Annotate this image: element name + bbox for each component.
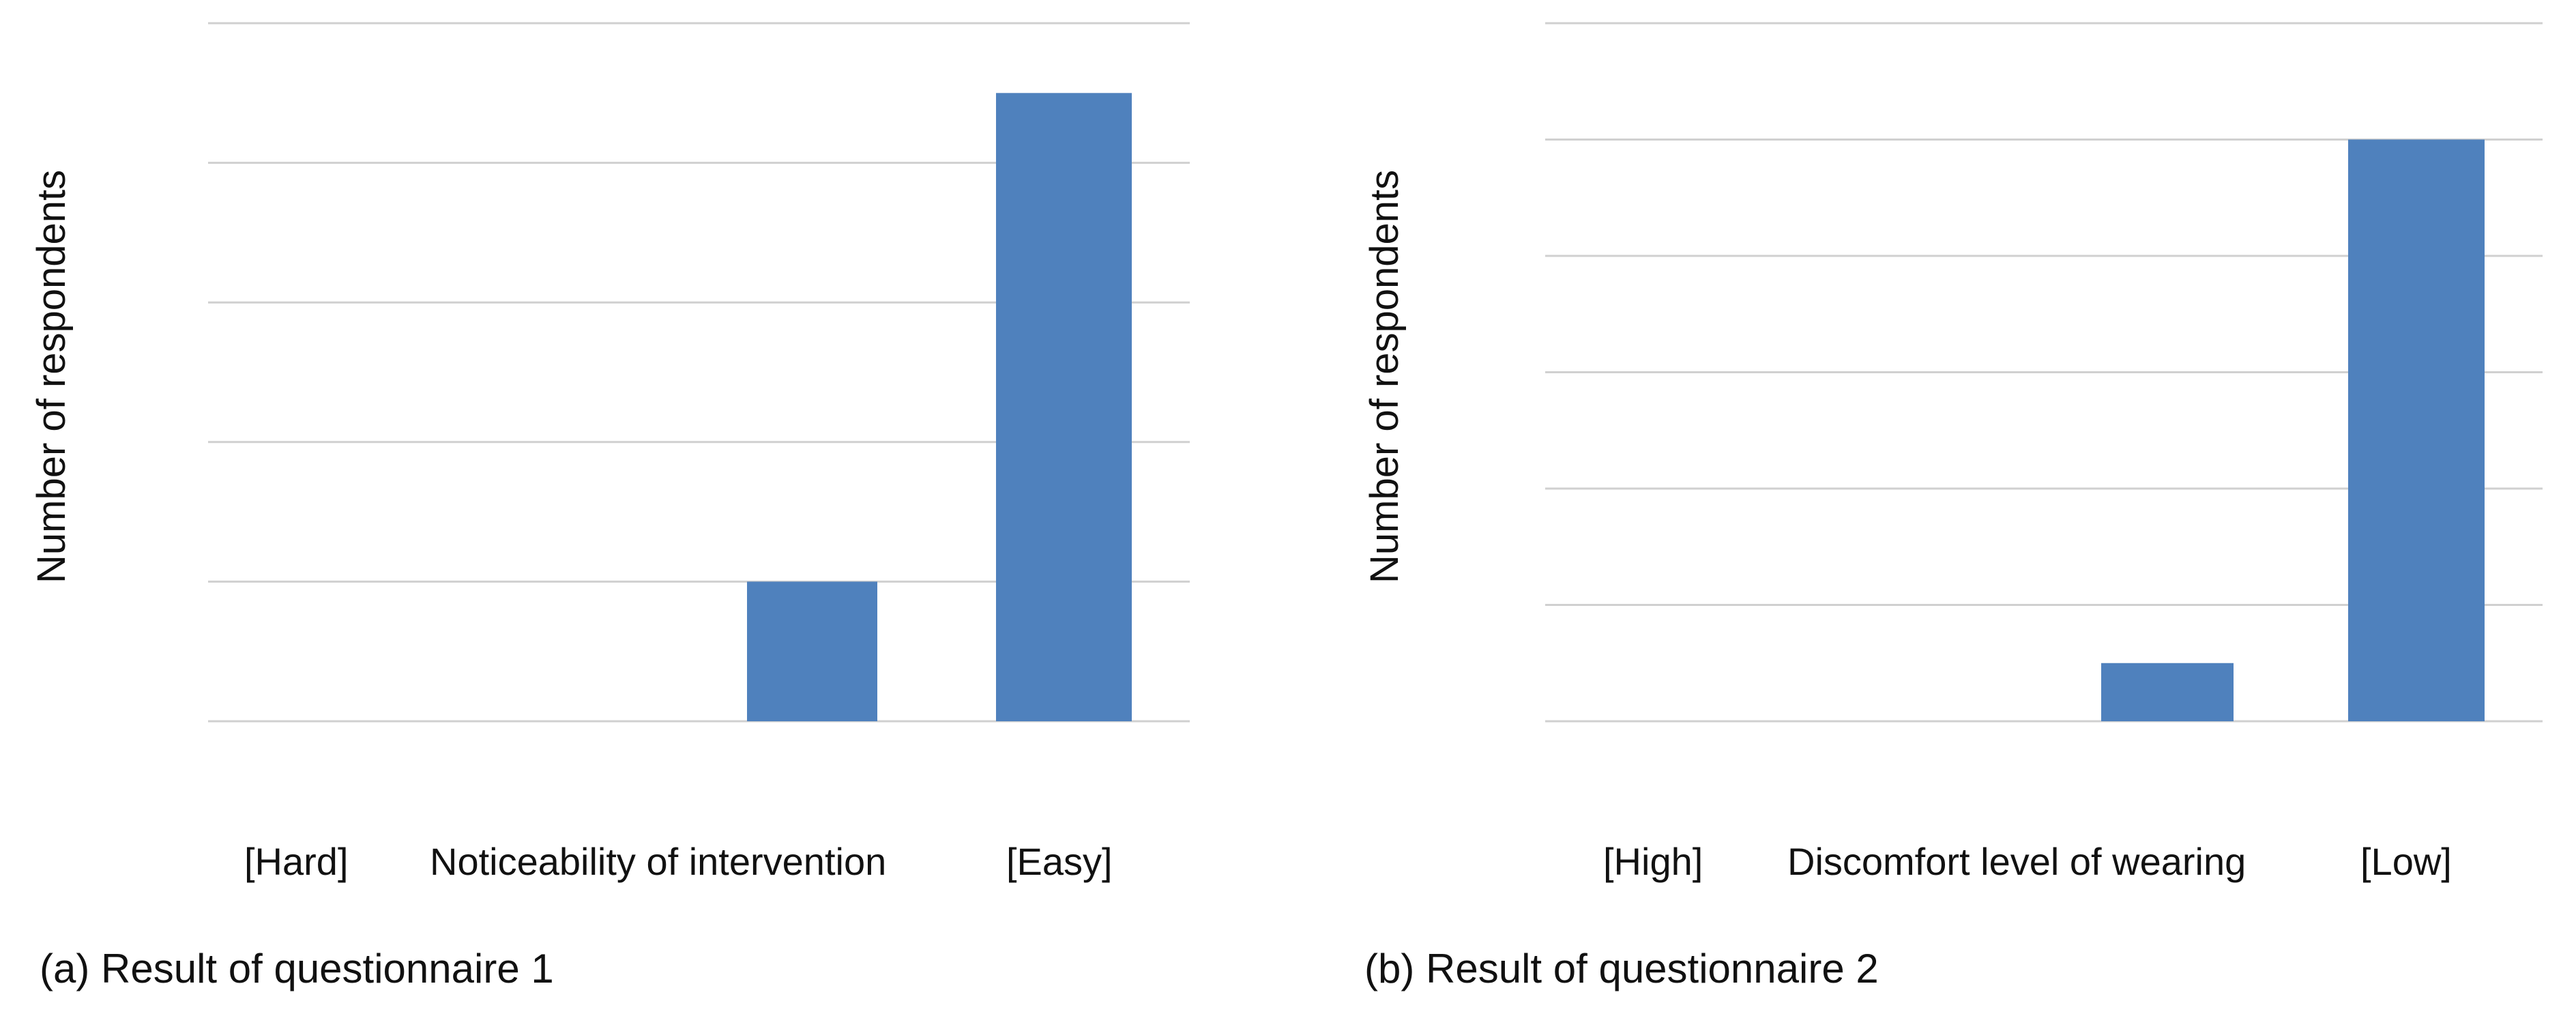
y-axis-label: Number of respondents [29, 169, 74, 583]
x-axis-right-label: [Easy] [1006, 840, 1113, 883]
bar-3 [747, 581, 877, 721]
chart-panel-questionnaire-2: Number of respondents [High] Discomfort … [1288, 0, 2576, 1029]
x-axis-left-label: [High] [1603, 840, 1703, 883]
chart-caption: (a) Result of questionnaire 1 [40, 946, 554, 991]
bar-4 [996, 93, 1132, 722]
x-axis-left-label: [Hard] [244, 840, 349, 883]
bar-3 [2101, 663, 2234, 721]
x-axis-label: Noticeability of intervention [430, 840, 887, 883]
bar-chart-questionnaire-1 [208, 22, 1190, 723]
bar-4 [2348, 139, 2485, 721]
x-axis-right-label: [Low] [2360, 840, 2452, 883]
chart-panel-questionnaire-1: Number of respondents [Hard] Noticeabili… [29, 22, 1190, 991]
chart-caption: (b) Result of questionnaire 2 [1364, 946, 1879, 991]
y-axis-label: Number of respondents [1362, 169, 1407, 583]
x-axis-label: Discomfort level of wearing [1787, 840, 2246, 883]
bar-chart-questionnaire-2 [1545, 22, 2543, 723]
